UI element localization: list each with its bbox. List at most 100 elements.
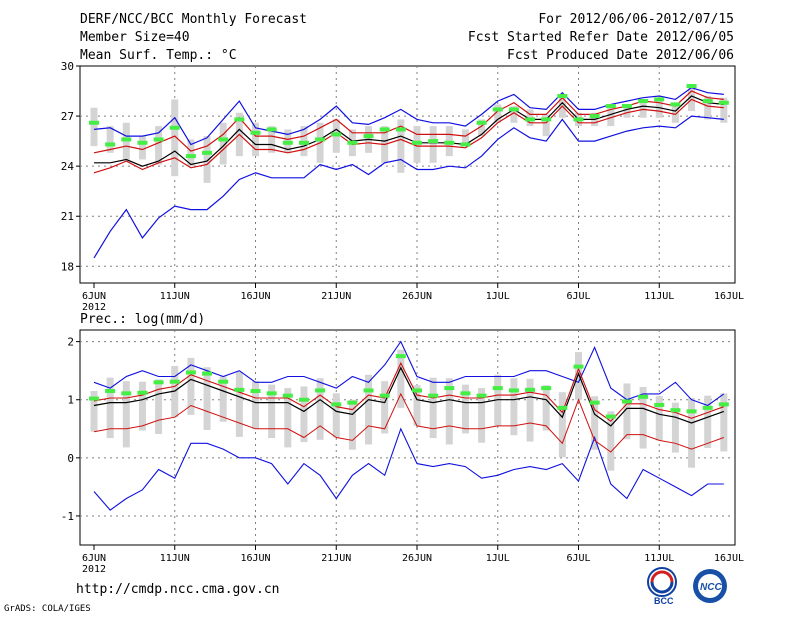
forecast-started: Fcst Started Refer Date 2012/06/05 bbox=[467, 30, 734, 45]
climate-mark bbox=[670, 408, 681, 413]
climate-mark bbox=[412, 140, 422, 145]
x-tick-label: 21JUN bbox=[321, 553, 351, 564]
ensemble-spread-bar bbox=[284, 388, 292, 448]
x-tick-label: 6JUL bbox=[566, 291, 590, 302]
series-line-ensemble-mean bbox=[94, 95, 724, 167]
climate-mark bbox=[169, 125, 180, 130]
climate-mark bbox=[202, 150, 213, 155]
ensemble-spread-bar bbox=[268, 126, 276, 153]
ensemble-spread-bar bbox=[607, 107, 615, 127]
ensemble-spread-bar bbox=[623, 104, 631, 118]
x-tick-label: 16JUN bbox=[240, 553, 270, 564]
x-tick-label: 16JUL bbox=[714, 553, 744, 564]
climate-mark bbox=[718, 100, 729, 105]
ensemble-spread-bar bbox=[510, 106, 518, 123]
ensemble-spread-bar bbox=[203, 367, 211, 430]
climate-mark bbox=[137, 390, 148, 395]
ensemble-spread-bar bbox=[655, 99, 663, 118]
climate-mark bbox=[525, 387, 536, 392]
climate-mark bbox=[202, 371, 213, 376]
climate-mark bbox=[476, 393, 487, 398]
y-tick-label: 30 bbox=[61, 60, 74, 73]
climate-mark bbox=[702, 405, 713, 410]
climate-mark bbox=[153, 380, 164, 385]
footer-url[interactable]: http://cmdp.ncc.cma.gov.cn bbox=[76, 582, 280, 597]
ensemble-spread-bar bbox=[316, 378, 324, 440]
ensemble-spread-bar bbox=[720, 393, 728, 452]
ensemble-spread-bar bbox=[203, 136, 211, 183]
y-tick-label: 21 bbox=[61, 210, 74, 223]
climate-mark bbox=[654, 402, 665, 407]
climate-mark bbox=[525, 117, 536, 122]
climate-mark bbox=[670, 102, 681, 107]
climate-mark bbox=[121, 391, 132, 396]
climate-mark bbox=[428, 139, 439, 144]
ensemble-spread-bar bbox=[300, 386, 308, 443]
x-tick-label: 16JUL bbox=[714, 291, 744, 302]
climate-mark bbox=[686, 84, 697, 89]
y-tick-label: -1 bbox=[61, 510, 74, 523]
ensemble-spread-bar bbox=[219, 376, 227, 422]
climate-mark bbox=[266, 127, 277, 132]
series-line-max bbox=[93, 340, 725, 407]
ensemble-spread-bar bbox=[655, 396, 663, 441]
climate-mark bbox=[331, 132, 342, 137]
series-line-min bbox=[93, 115, 724, 259]
ensemble-spread-bar bbox=[461, 129, 469, 147]
climate-mark bbox=[121, 137, 132, 142]
ensemble-spread-bar bbox=[155, 126, 163, 165]
x-tick-label: 6JUN bbox=[82, 291, 106, 302]
climate-mark bbox=[315, 137, 326, 142]
grads-credit: GrADS: COLA/IGES bbox=[4, 604, 91, 614]
ensemble-spread-bar bbox=[445, 378, 453, 445]
climate-mark bbox=[379, 393, 390, 398]
ensemble-spread-bar bbox=[397, 119, 405, 173]
x-tick-label: 11JUL bbox=[644, 553, 674, 564]
bcc-logo-text: BCC bbox=[654, 596, 674, 606]
y-tick-label: 27 bbox=[61, 110, 74, 123]
climate-mark bbox=[638, 99, 649, 104]
ensemble-spread-bar bbox=[381, 381, 389, 434]
climate-mark bbox=[331, 402, 342, 407]
x-tick-label: 26JUN bbox=[402, 291, 432, 302]
x-tick-label: 11JUN bbox=[160, 291, 190, 302]
climate-mark bbox=[444, 140, 455, 145]
ensemble-spread-bar bbox=[688, 86, 696, 112]
precip-title: Prec.: log(mm/d) bbox=[80, 312, 206, 327]
ensemble-spread-bar bbox=[348, 399, 356, 450]
climate-mark bbox=[508, 388, 519, 393]
climate-mark bbox=[218, 379, 229, 384]
ensemble-spread-bar bbox=[575, 352, 582, 400]
climate-mark bbox=[621, 104, 632, 109]
series-line-min bbox=[93, 427, 724, 511]
climate-mark bbox=[185, 154, 196, 159]
climate-mark bbox=[541, 117, 552, 122]
ensemble-spread-bar bbox=[671, 102, 679, 123]
ensemble-spread-bar bbox=[704, 96, 712, 120]
ensemble-spread-bar bbox=[90, 107, 98, 147]
climate-mark bbox=[234, 117, 245, 122]
ensemble-spread-bar bbox=[413, 385, 421, 426]
x-tick-label: 11JUN bbox=[160, 553, 190, 564]
y-tick-label: 0 bbox=[67, 452, 74, 465]
climate-mark bbox=[169, 379, 180, 384]
member-size-label: Member Size=40 bbox=[80, 30, 190, 45]
climate-mark bbox=[282, 140, 293, 145]
climate-mark bbox=[412, 388, 422, 393]
x-year-label: 2012 bbox=[82, 564, 106, 575]
plot-frame-0 bbox=[79, 65, 736, 284]
ncc-logo: NCC bbox=[693, 569, 727, 603]
ensemble-spread-bar bbox=[461, 384, 469, 434]
ensemble-spread-bar bbox=[429, 377, 437, 439]
y-tick-label: 18 bbox=[61, 260, 74, 273]
climate-mark bbox=[492, 107, 503, 112]
climate-mark bbox=[573, 364, 584, 369]
y-tick-label: 1 bbox=[67, 394, 74, 407]
climate-mark bbox=[266, 391, 277, 396]
climate-mark bbox=[573, 117, 584, 122]
climate-mark bbox=[250, 130, 261, 135]
climate-mark bbox=[347, 140, 358, 145]
ensemble-spread-bar bbox=[138, 136, 146, 160]
forecast-period: For 2012/06/06-2012/07/15 bbox=[538, 12, 734, 27]
